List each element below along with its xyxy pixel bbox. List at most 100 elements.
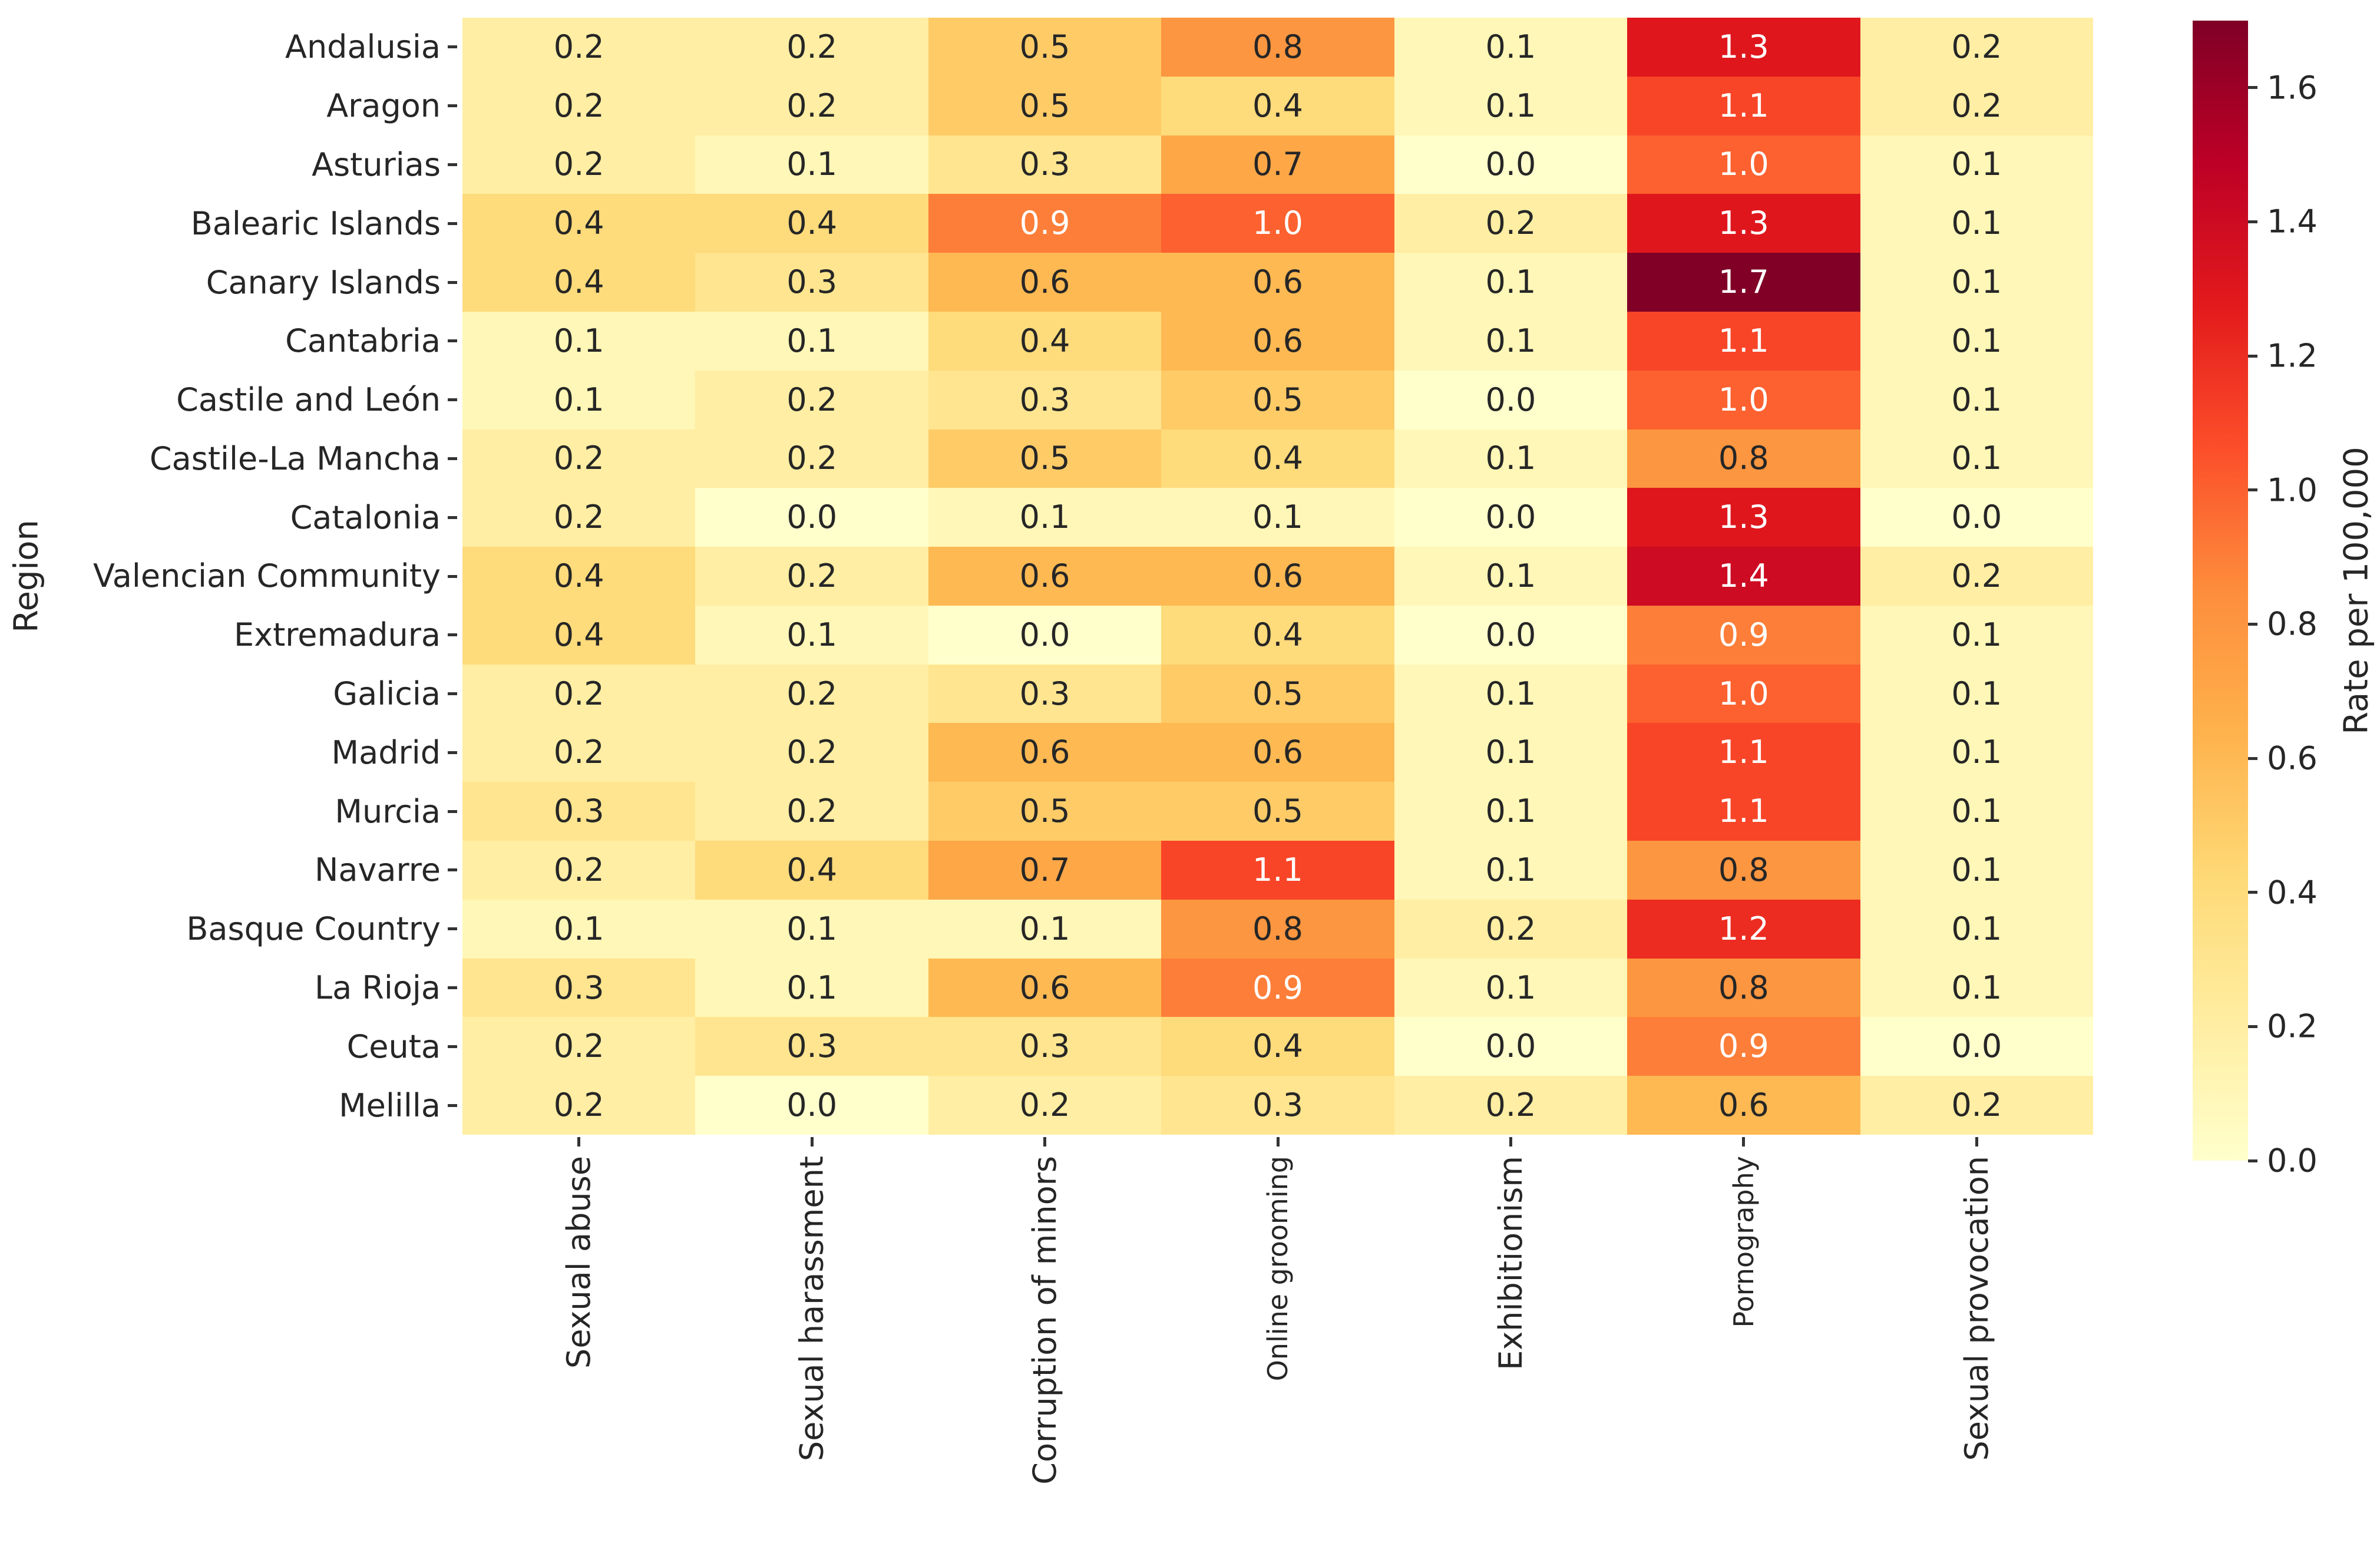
cell-value: 0.3 xyxy=(1252,1086,1303,1124)
heatmap-cell: 0.4 xyxy=(462,547,696,606)
heatmap-cell: 1.7 xyxy=(1627,253,1860,312)
heatmap-cell: 0.2 xyxy=(1860,547,2093,606)
heatmap-cell: 0.1 xyxy=(1860,899,2093,959)
heatmap-cell: 0.1 xyxy=(1394,429,1628,488)
heatmap-cell: 0.3 xyxy=(928,135,1162,194)
heatmap-cell: 0.0 xyxy=(1394,605,1628,665)
heatmap-cell: 0.2 xyxy=(462,488,696,547)
heatmap-cell: 0.5 xyxy=(928,782,1162,841)
heatmap-cell: 0.0 xyxy=(1394,488,1628,547)
row-tick-label: Balearic Islands xyxy=(190,204,441,242)
heatmap-cell: 0.5 xyxy=(1161,664,1394,723)
colorbar-gradient xyxy=(2193,21,2248,1161)
row-tick-label: Extremadura xyxy=(234,616,441,654)
cell-value: 0.6 xyxy=(1019,557,1070,594)
heatmap-cell: 0.5 xyxy=(928,429,1162,488)
cell-value: 0.4 xyxy=(1019,322,1070,359)
heatmap-cell: 0.1 xyxy=(1860,135,2093,194)
row-tick-label: La Rioja xyxy=(315,969,441,1007)
colorbar-tick xyxy=(2248,891,2257,894)
cell-value: 0.1 xyxy=(1951,733,2002,771)
heatmap-cell: 0.2 xyxy=(695,18,928,77)
cell-value: 0.9 xyxy=(1019,204,1070,242)
cell-value: 0.2 xyxy=(553,28,604,65)
cell-value: 0.4 xyxy=(786,204,838,242)
cell-value: 0.1 xyxy=(786,910,838,947)
heatmap-cell: 0.1 xyxy=(1860,194,2093,253)
cell-value: 0.1 xyxy=(1485,87,1536,124)
heatmap-cell: 0.1 xyxy=(1860,723,2093,782)
x-axis-tick xyxy=(577,1137,581,1146)
row-tick-label: Navarre xyxy=(314,851,441,889)
heatmap-cell: 0.4 xyxy=(1161,429,1394,488)
cell-value: 1.0 xyxy=(1252,204,1303,242)
cell-value: 0.1 xyxy=(1252,498,1303,536)
heatmap-cell: 0.1 xyxy=(1860,664,2093,723)
cell-value: 0.4 xyxy=(786,851,838,888)
heatmap-cell: 0.2 xyxy=(1860,76,2093,136)
y-axis-tick xyxy=(448,751,457,754)
heatmap-cell: 0.6 xyxy=(1161,311,1394,371)
heatmap-cell: 1.0 xyxy=(1161,194,1394,253)
cell-value: 0.0 xyxy=(1485,1027,1536,1065)
heatmap-cell: 0.1 xyxy=(1161,488,1394,547)
heatmap-cell: 0.2 xyxy=(462,1076,696,1135)
heatmap-cell: 0.8 xyxy=(1161,899,1394,959)
column-tick-label: Sexual abuse xyxy=(560,1156,598,1369)
heatmap-cell: 0.1 xyxy=(1394,782,1628,841)
heatmap-cell: 0.1 xyxy=(1394,841,1628,900)
heatmap-cell: 0.3 xyxy=(928,370,1162,429)
y-axis-tick xyxy=(448,868,457,872)
heatmap-cell: 0.4 xyxy=(462,253,696,312)
cell-value: 0.2 xyxy=(1485,1086,1536,1124)
cell-value: 0.4 xyxy=(553,557,604,594)
colorbar-tick-label: 0.8 xyxy=(2267,605,2318,643)
cell-value: 0.2 xyxy=(1951,87,2002,124)
cell-value: 0.8 xyxy=(1252,910,1303,947)
cell-value: 0.1 xyxy=(1951,792,2002,830)
x-axis-tick xyxy=(1276,1137,1280,1146)
heatmap-cell: 0.2 xyxy=(462,723,696,782)
heatmap-cell: 0.1 xyxy=(462,370,696,429)
cell-value: 0.2 xyxy=(786,557,838,594)
heatmap-cell: 0.1 xyxy=(1860,429,2093,488)
cell-value: 0.2 xyxy=(553,146,604,183)
cell-value: 1.3 xyxy=(1718,204,1769,242)
row-tick-label: Cantabria xyxy=(285,322,441,360)
cell-value: 0.1 xyxy=(1951,381,2002,418)
cell-value: 0.0 xyxy=(786,498,838,536)
heatmap-cell: 1.0 xyxy=(1627,664,1860,723)
cell-value: 0.4 xyxy=(553,263,604,301)
heatmap-cell: 0.6 xyxy=(1161,723,1394,782)
cell-value: 1.1 xyxy=(1718,792,1769,830)
cell-value: 0.5 xyxy=(1252,792,1303,830)
heatmap-cell: 0.1 xyxy=(1860,311,2093,371)
cell-value: 1.0 xyxy=(1718,675,1769,712)
heatmap-cell: 0.3 xyxy=(462,782,696,841)
cell-value: 0.2 xyxy=(1951,1086,2002,1124)
colorbar-tick-label: 1.4 xyxy=(2267,203,2318,240)
heatmap-cell: 0.1 xyxy=(1394,18,1628,77)
cell-value: 0.2 xyxy=(786,440,838,477)
heatmap-cell: 1.1 xyxy=(1627,782,1860,841)
heatmap-cell: 0.2 xyxy=(1860,18,2093,77)
column-tick-label: Exhibitionism xyxy=(1492,1156,1529,1370)
heatmap-cell: 0.1 xyxy=(928,899,1162,959)
heatmap-cell: 0.2 xyxy=(1394,899,1628,959)
cell-value: 0.5 xyxy=(1252,381,1303,418)
heatmap-cell: 0.6 xyxy=(1161,547,1394,606)
cell-value: 1.1 xyxy=(1718,87,1769,124)
cell-value: 0.2 xyxy=(553,1086,604,1124)
y-axis-tick xyxy=(448,398,457,402)
heatmap-cell: 0.4 xyxy=(1161,1017,1394,1076)
y-axis-tick xyxy=(448,516,457,519)
row-tick-label: Catalonia xyxy=(290,498,441,536)
cell-value: 0.0 xyxy=(1485,616,1536,653)
column-tick-label: Sexual provocation xyxy=(1958,1156,1995,1461)
cell-value: 0.0 xyxy=(1019,616,1070,653)
cell-value: 0.3 xyxy=(553,969,604,1006)
cell-value: 0.1 xyxy=(1951,263,2002,301)
cell-value: 0.5 xyxy=(1019,28,1070,65)
row-tick-label: Castile-La Mancha xyxy=(149,440,441,477)
heatmap-cell: 0.2 xyxy=(695,76,928,136)
